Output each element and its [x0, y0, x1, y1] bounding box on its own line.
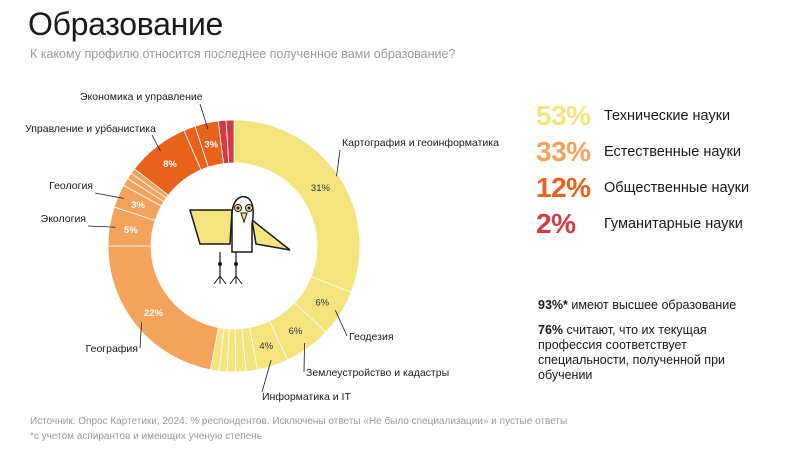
legend-label: Естественные науки [604, 144, 741, 160]
data-label: 3% [131, 200, 145, 211]
note-value: 93%* [538, 298, 568, 312]
data-label: 6% [315, 297, 329, 308]
leader-line [199, 103, 209, 130]
data-label: 31% [311, 183, 331, 194]
legend-label: Гуманитарные науки [604, 216, 743, 232]
legend: 53% Технические науки 33% Естественные н… [536, 98, 749, 242]
footnote-text: *с учетом аспирантов и имеющих ученую ст… [30, 431, 262, 442]
donut-slice-картография-и-геоинформатика [233, 119, 361, 293]
page-subtitle: К какому профилю относится последнее пол… [30, 47, 456, 61]
category-label: Экономика и управление [80, 91, 203, 103]
legend-item: 33% Естественные науки [536, 134, 749, 170]
category-label: Геология [49, 180, 93, 192]
category-label: География [86, 343, 138, 355]
legend-pct: 12% [536, 172, 591, 203]
legend-item: 2% Гуманитарные науки [536, 206, 749, 242]
leader-line [334, 310, 348, 337]
data-label: 4% [259, 341, 273, 352]
category-label: Картография и геоинформатика [342, 137, 499, 149]
category-label: Информатика и IT [262, 391, 351, 403]
legend-label: Технические науки [604, 108, 731, 124]
page-title: Образование [28, 6, 224, 42]
leader-line [87, 225, 116, 228]
legend-pct: 33% [536, 136, 591, 167]
category-label: Геодезия [349, 331, 394, 343]
legend-pct: 2% [536, 208, 576, 239]
data-label: 3% [204, 140, 218, 151]
note-value: 76% [538, 323, 564, 337]
data-label: 8% [163, 159, 177, 170]
profession-match-note: 76% считают, что их текущая профессия со… [538, 323, 748, 383]
category-label: Землеустройство и кадастры [306, 367, 449, 379]
category-label: Управление и урбанистика [25, 123, 156, 135]
legend-label: Общественные науки [604, 180, 750, 196]
source-text: Источник: Опрос Картетики, 2024. % респо… [30, 416, 568, 427]
data-label: 6% [289, 326, 303, 337]
leader-line [303, 343, 305, 373]
leader-line [261, 360, 272, 393]
category-label: Экология [41, 213, 86, 225]
data-label: 22% [144, 308, 164, 319]
legend-pct: 53% [536, 100, 591, 131]
bird-icon [188, 195, 291, 285]
note-text: считают, что их текущая профессия соотве… [538, 323, 725, 382]
donut-slice [225, 119, 235, 164]
legend-item: 53% Технические науки [536, 98, 749, 134]
higher-education-note: 93%* имеют высшее образование [538, 298, 736, 313]
leader-line [94, 192, 124, 199]
leader-line [336, 149, 341, 177]
legend-item: 12% Общественные науки [536, 170, 749, 206]
leader-line [139, 322, 142, 349]
leader-line [151, 134, 161, 152]
data-label: 5% [124, 225, 138, 236]
note-text: имеют высшее образование [567, 298, 737, 312]
